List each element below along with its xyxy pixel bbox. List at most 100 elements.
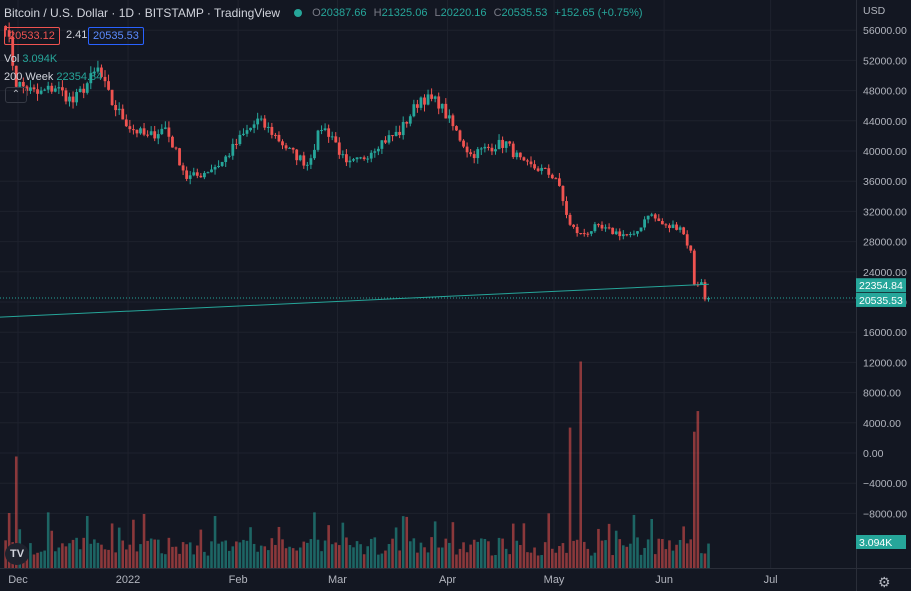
volume-bar xyxy=(125,549,128,568)
volume-bar xyxy=(330,544,334,568)
volume-bar xyxy=(579,361,582,568)
candle-body xyxy=(547,168,551,175)
symbol-title[interactable]: Bitcoin / U.S. Dollar · 1D · BITSTAMP · … xyxy=(4,6,281,20)
candle-body xyxy=(433,96,437,99)
volume-bar xyxy=(433,521,437,568)
volume-bar xyxy=(384,550,387,568)
volume-bar xyxy=(685,543,689,568)
volume-bar xyxy=(117,527,121,568)
volume-bar xyxy=(409,541,412,568)
volume-bar xyxy=(444,538,448,568)
volume-bar xyxy=(114,552,117,568)
volume-bar xyxy=(426,552,430,568)
candle-body xyxy=(522,157,526,161)
candle-body xyxy=(707,297,710,300)
candle-body xyxy=(341,154,345,156)
candle-body xyxy=(554,178,558,180)
candle-body xyxy=(295,149,299,161)
volume-bar xyxy=(469,544,472,568)
gear-icon[interactable]: ⚙ xyxy=(878,574,891,590)
volume-bar xyxy=(334,542,338,568)
candle-body xyxy=(181,165,185,171)
volume-bar xyxy=(653,554,657,568)
volume-bar xyxy=(373,537,377,568)
volume-bar xyxy=(14,456,18,568)
candle-body xyxy=(650,214,654,216)
volume-bar xyxy=(504,548,508,568)
volume-bar xyxy=(309,539,313,568)
candle-body xyxy=(18,81,22,87)
volume-indicator-legend[interactable]: Vol 3.094K xyxy=(4,53,57,65)
volume-bar xyxy=(412,538,416,568)
volume-bar xyxy=(167,537,171,568)
volume-bar xyxy=(607,523,611,568)
volume-bar xyxy=(501,538,504,568)
bid-price-button[interactable]: 20533.12 xyxy=(4,27,60,45)
candle-body xyxy=(4,25,7,31)
candle-body xyxy=(121,108,125,120)
candle-body xyxy=(398,131,402,136)
candle-body xyxy=(302,155,306,166)
volume-bar xyxy=(78,549,82,568)
y-tick-label: 0.00 xyxy=(863,448,884,460)
candle-body xyxy=(213,166,217,170)
candle-body xyxy=(277,134,281,142)
candle-body xyxy=(593,224,597,232)
ma-indicator-legend[interactable]: 200 Week 22354.84 xyxy=(4,71,102,83)
candle-body xyxy=(50,85,54,92)
candle-body xyxy=(192,172,196,176)
volume-bar xyxy=(7,513,11,568)
candle-body xyxy=(643,219,646,228)
ma-label: 200 Week xyxy=(4,71,54,83)
volume-bar xyxy=(558,546,561,568)
candle-body xyxy=(561,185,565,202)
candle-body xyxy=(245,130,249,134)
candle-body xyxy=(394,131,398,137)
candle-body xyxy=(504,141,508,148)
tradingview-logo-icon[interactable]: TV xyxy=(5,543,29,565)
volume-bar xyxy=(597,528,600,568)
change-value: +152.65 (+0.75%) xyxy=(554,7,643,19)
volume-bar xyxy=(281,539,284,568)
volume-bar xyxy=(622,545,625,568)
volume-value-tag-bg xyxy=(856,535,906,549)
candle-body xyxy=(327,128,331,137)
candle-body xyxy=(291,147,295,150)
candle-body xyxy=(494,149,497,152)
candle-body xyxy=(174,147,178,149)
candle-body xyxy=(284,145,288,149)
volume-bar xyxy=(387,544,391,568)
candle-body xyxy=(100,67,103,77)
volume-bar xyxy=(238,542,242,568)
volume-bar xyxy=(497,537,501,568)
candle-body xyxy=(366,158,370,160)
candle-body xyxy=(270,126,274,135)
volume-bar xyxy=(192,554,196,568)
y-tick-label: −8000.00 xyxy=(863,508,907,520)
ask-price-button[interactable]: 20535.53 xyxy=(88,27,144,45)
candle-body xyxy=(313,149,316,159)
candle-body xyxy=(625,234,629,236)
volume-bar xyxy=(476,541,480,568)
volume-bar xyxy=(590,555,593,568)
volume-bar xyxy=(448,542,451,568)
volume-bar xyxy=(377,554,380,568)
collapse-legend-button[interactable]: ⌃ xyxy=(5,87,27,103)
candle-body xyxy=(444,103,448,119)
candle-body xyxy=(78,88,82,93)
volume-bar xyxy=(405,516,409,568)
candle-body xyxy=(263,118,267,128)
candle-body xyxy=(447,115,451,119)
candle-body xyxy=(124,119,128,127)
volume-bar xyxy=(96,542,100,568)
candle-body xyxy=(139,128,142,134)
candle-body xyxy=(660,221,664,225)
volume-bar xyxy=(369,538,373,568)
volume-bar xyxy=(93,539,96,568)
candle-body xyxy=(11,36,15,66)
candle-body xyxy=(511,143,515,158)
last-price-tag: 20535.53 xyxy=(856,292,906,307)
x-tick-label: Feb xyxy=(229,574,248,586)
candle-body xyxy=(14,65,18,87)
